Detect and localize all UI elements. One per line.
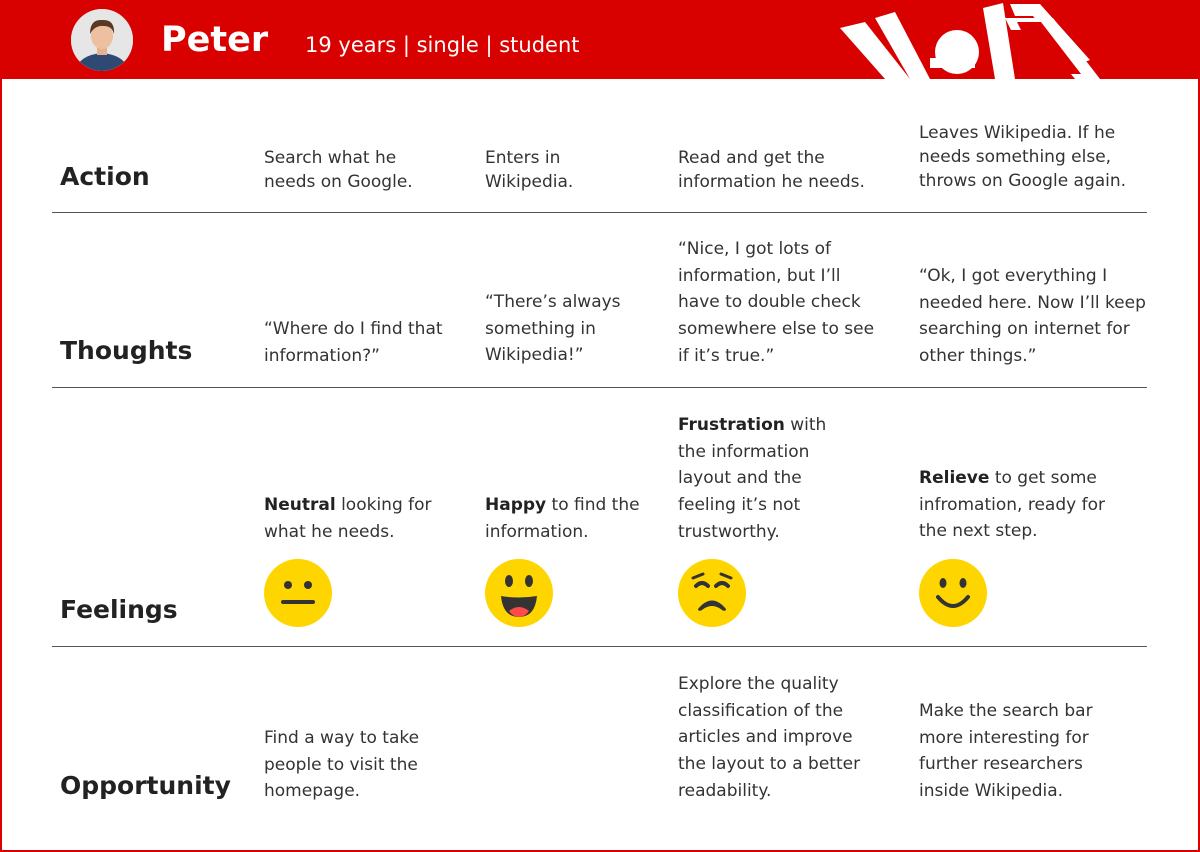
feeling-cell-3: Frustration with the information layout … [678, 412, 843, 546]
action-cell-1: Search what he needs on Google. [264, 148, 413, 192]
frustrated-face-icon [678, 559, 746, 627]
feeling-emphasis: Frustration [678, 415, 785, 435]
row-label-opportunity: Opportunity [60, 771, 231, 800]
feeling-cell-2: Happy to find the information. [485, 492, 645, 545]
feeling-cell-1: Neutral looking for what he needs. [264, 492, 444, 545]
row-divider [52, 646, 1147, 647]
persona-details: 19 years | single | student [305, 33, 580, 57]
thought-cell-3: “Nice, I got lots of information, but I’… [678, 239, 875, 366]
feeling-text: to get some infromation, ready for the n… [919, 468, 1105, 542]
feeling-text: looking for what he needs. [264, 495, 432, 542]
thought-cell-1: “Where do I find that information?” [264, 319, 443, 366]
row-label-feelings: Feelings [60, 595, 178, 624]
row-label-thoughts: Thoughts [60, 336, 193, 365]
row-divider [52, 212, 1147, 213]
action-cell-3: Read and get the information he needs. [678, 148, 865, 192]
feeling-text: with the information layout and the feel… [678, 415, 827, 542]
row-divider [52, 387, 1147, 388]
neutral-face-icon [264, 559, 332, 627]
happy-face-icon [485, 559, 553, 627]
thought-cell-2: “There’s always something in Wikipedia!” [485, 292, 621, 366]
feeling-emphasis: Relieve [919, 468, 990, 488]
opportunity-cell-4: Make the search bar more interesting for… [919, 701, 1093, 802]
smiling-face-icon [919, 559, 987, 627]
opportunity-cell-1: Find a way to take people to visit the h… [264, 728, 420, 802]
row-label-action: Action [60, 162, 150, 191]
feeling-emphasis: Neutral [264, 495, 336, 515]
thought-cell-4: “Ok, I got everything I needed here. Now… [919, 266, 1146, 367]
feeling-text: to find the information. [485, 495, 640, 542]
feeling-cell-4: Relieve to get some infromation, ready f… [919, 465, 1124, 545]
spider-logo-icon [840, 3, 1100, 79]
opportunity-cell-3: Explore the quality classification of th… [678, 674, 861, 801]
persona-name: Peter [161, 20, 269, 60]
persona-header: Peter 19 years | single | student [0, 0, 1200, 79]
action-cell-2: Enters in Wikipedia. [485, 148, 574, 192]
person-avatar-icon [71, 9, 133, 71]
action-cell-4: Leaves Wikipedia. If he needs something … [919, 123, 1127, 191]
feeling-emphasis: Happy [485, 495, 547, 515]
